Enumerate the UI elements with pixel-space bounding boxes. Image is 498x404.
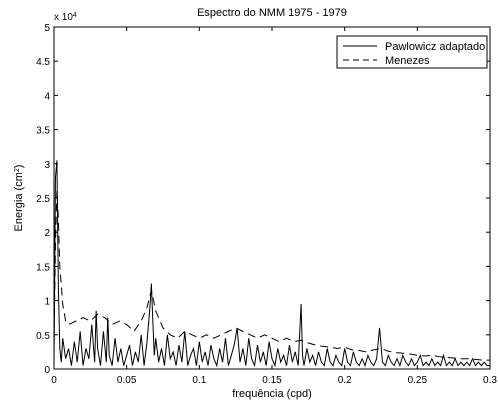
y-tick-label: 0 bbox=[44, 365, 50, 376]
y-tick-label: 3 bbox=[44, 160, 50, 171]
x-tick-label: 0.2 bbox=[338, 375, 352, 386]
y-axis-label-superscript: 2 bbox=[14, 168, 21, 172]
x-tick-label: 0.05 bbox=[117, 375, 137, 386]
legend-box bbox=[336, 35, 488, 69]
y-tick-label: 4 bbox=[44, 91, 50, 102]
x-tick-label: 0.15 bbox=[262, 375, 282, 386]
y-tick-label: 1 bbox=[44, 297, 50, 308]
series-layer bbox=[53, 160, 490, 368]
legend-label-pawlowicz: Pawlowicz adaptado bbox=[385, 41, 485, 53]
chart-title: Espectro do NMM 1975 - 1979 bbox=[197, 7, 347, 19]
x-tick-label: 0.25 bbox=[408, 375, 428, 386]
x-tick-label: 0.3 bbox=[483, 375, 497, 386]
y-tick-label: 4.5 bbox=[36, 57, 50, 68]
series-line-pawlowicz bbox=[53, 160, 490, 368]
x-tick-label: 0 bbox=[51, 375, 57, 386]
y-tick-label: 2 bbox=[44, 228, 50, 239]
y-axis-exponent-base: x 10 bbox=[54, 12, 73, 23]
y-axis-exponent-power: 4 bbox=[73, 12, 77, 19]
y-axis-label-close: ) bbox=[13, 165, 25, 169]
legend-label-menezes: Menezes bbox=[385, 55, 430, 67]
y-axis-label: Energia (cm2) bbox=[13, 165, 25, 232]
tick-layer: 0 0.05 0.1 0.15 0.2 0.25 0.3 0 0.5 1 1.5 2 2.5 3 3.5 4 4… bbox=[36, 23, 497, 386]
y-axis-exponent: x 104 bbox=[54, 12, 77, 24]
y-tick-label: 3.5 bbox=[36, 126, 50, 137]
plot-area bbox=[53, 26, 491, 370]
legend: Pawlowicz adaptado Menezes bbox=[336, 35, 488, 69]
series-line-menezes bbox=[53, 191, 490, 361]
x-axis-label: frequência (cpd) bbox=[232, 388, 312, 400]
y-tick-label: 1.5 bbox=[36, 262, 50, 273]
y-tick-label: 2.5 bbox=[36, 194, 50, 205]
y-tick-label: 5 bbox=[44, 23, 50, 34]
x-tick-label: 0.1 bbox=[192, 375, 206, 386]
y-axis-label-base: Energia (cm bbox=[13, 172, 25, 231]
y-tick-label: 0.5 bbox=[36, 331, 50, 342]
